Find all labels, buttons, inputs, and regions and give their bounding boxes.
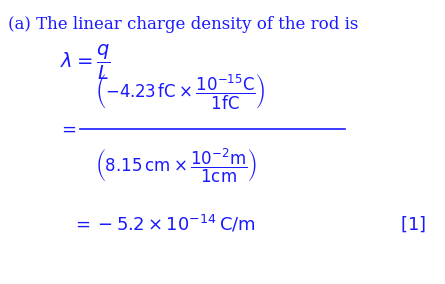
Text: $\left(-4.23\,\mathrm{fC}\times\dfrac{10^{-15}\mathrm{C}}{1\mathrm{fC}}\right)$: $\left(-4.23\,\mathrm{fC}\times\dfrac{10… — [95, 72, 266, 112]
Text: $\left(8.15\,\mathrm{cm}\times\dfrac{10^{-2}\mathrm{m}}{1\mathrm{cm}}\right)$: $\left(8.15\,\mathrm{cm}\times\dfrac{10^… — [95, 147, 257, 185]
Text: (a) The linear charge density of the rod is: (a) The linear charge density of the rod… — [8, 16, 358, 33]
Text: $[1]$: $[1]$ — [400, 214, 426, 234]
Text: $\lambda=\dfrac{q}{L}$: $\lambda=\dfrac{q}{L}$ — [60, 43, 111, 82]
Text: $=$: $=$ — [58, 120, 77, 138]
Text: $=-5.2\times10^{-14}\,\mathrm{C/m}$: $=-5.2\times10^{-14}\,\mathrm{C/m}$ — [72, 214, 255, 235]
